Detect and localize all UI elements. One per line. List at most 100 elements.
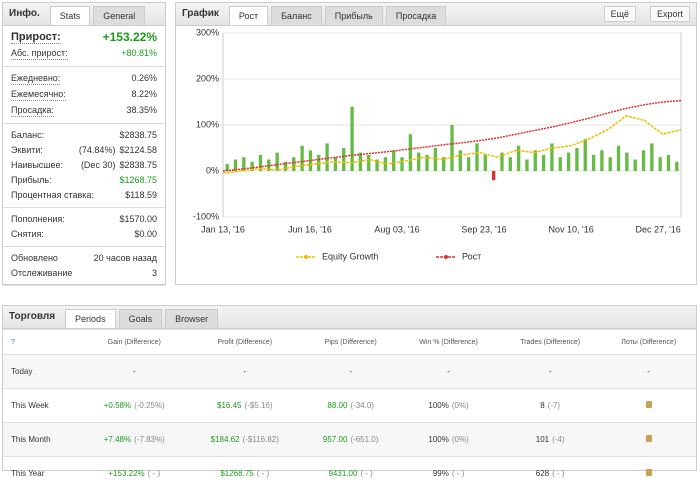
bar	[659, 157, 662, 171]
x-tick-label: Aug 03, '16	[374, 224, 419, 234]
bar	[509, 157, 512, 171]
cell: 88.00(-34.0)	[303, 389, 398, 423]
bar	[417, 153, 420, 171]
cell-value: $16.45	[217, 401, 241, 410]
bar	[492, 171, 495, 180]
cell-diff: (-7.83%)	[134, 435, 165, 444]
bar	[409, 134, 412, 171]
stat-label: Обновлено	[11, 253, 58, 264]
tab[interactable]: Баланс	[271, 6, 322, 25]
bar	[334, 157, 337, 171]
more-button[interactable]: Ещё	[604, 6, 636, 22]
cell-value: 8	[540, 401, 544, 410]
stat-value: 38.35%	[126, 105, 157, 117]
bar	[367, 155, 370, 171]
period: This Month	[3, 423, 82, 457]
help-icon[interactable]: ?	[3, 330, 82, 355]
tab[interactable]: Browser	[165, 309, 218, 328]
cell: -	[602, 355, 697, 389]
bar	[325, 143, 328, 171]
cell	[602, 389, 697, 423]
stat-value: $118.59	[125, 190, 157, 201]
legend-label: Рост	[462, 251, 481, 261]
legend-dot	[304, 255, 308, 259]
bar	[617, 146, 620, 171]
table-body: Today------This Week+0.58%(-0.25%)$16.45…	[3, 355, 696, 490]
stat-number: 38.35%	[126, 105, 157, 115]
cell: -	[499, 355, 602, 389]
stat-value: (Dec 30)$2838.75	[81, 160, 157, 171]
tab[interactable]: Periods	[65, 309, 116, 328]
stat-row: Ежемесячно:8.22%	[3, 87, 165, 103]
bar	[592, 155, 595, 171]
tab[interactable]: Рост	[229, 6, 268, 25]
stat-number: 3	[152, 268, 157, 278]
stat-note: (Dec 30)	[81, 160, 116, 170]
cell: 101(-4)	[499, 423, 602, 457]
y-tick-label: -100%	[193, 211, 219, 221]
cell: +153.22%( - )	[82, 457, 187, 490]
export-button[interactable]: Export	[650, 6, 690, 22]
x-tick-label: Jan 13, '16	[201, 224, 245, 234]
stat-label: Абс. прирост:	[11, 48, 68, 60]
bar	[642, 150, 645, 171]
cell: 99%( - )	[398, 457, 499, 490]
tab[interactable]: General	[93, 6, 145, 25]
cell-diff: (0%)	[452, 401, 469, 410]
table-row: This Year+153.22%( - )$1268.75( - )9431.…	[3, 457, 696, 490]
stat-value: 8.22%	[131, 89, 157, 101]
cell-value: $184.62	[211, 435, 240, 444]
bar	[600, 150, 603, 171]
cell: 957.00(-651.0)	[303, 423, 398, 457]
cell-value: +7.48%	[104, 435, 131, 444]
bar	[475, 143, 478, 171]
stat-row: Просадка:38.35%	[3, 103, 165, 119]
y-tick-label: 0%	[206, 165, 219, 175]
period: This Week	[3, 389, 82, 423]
stat-value: $0.00	[134, 229, 157, 240]
stat-label: Эквити:	[11, 145, 43, 156]
cell: -	[398, 355, 499, 389]
cell: 9431.00( - )	[303, 457, 398, 490]
stat-value: $2838.75	[119, 130, 157, 141]
stat-number: 8.22%	[131, 89, 157, 99]
column-header: Profit (Difference)	[187, 330, 303, 355]
cell-diff: (0%)	[452, 435, 469, 444]
tab[interactable]: Stats	[50, 6, 91, 25]
stat-row: Эквити: (74.84%)$2124.58	[3, 143, 165, 158]
stat-number: 0.26%	[131, 73, 157, 83]
info-title: Инфо.	[9, 8, 40, 19]
stat-row: Снятия:$0.00	[3, 227, 165, 242]
bar	[300, 146, 303, 171]
stat-label: Отслеживание	[11, 268, 72, 279]
cell-diff: ( - )	[452, 469, 464, 478]
bar	[484, 155, 487, 171]
stat-row: Прибыль:$1268.75	[3, 173, 165, 188]
lots-icon[interactable]	[646, 435, 652, 442]
column-header: Trades (Difference)	[499, 330, 602, 355]
tab[interactable]: Просадка	[386, 6, 446, 25]
column-header: Лоты (Difference)	[602, 330, 697, 355]
cell	[602, 457, 697, 490]
x-tick-label: Dec 27, '16	[635, 224, 680, 234]
cell-value: 101	[536, 435, 549, 444]
x-tick-label: Nov 10, '16	[548, 224, 593, 234]
stat-number: +153.22%	[103, 30, 157, 44]
stat-value: +80.81%	[121, 48, 157, 60]
tab[interactable]: Прибыль	[325, 6, 383, 25]
stat-number: $1268.75	[119, 175, 157, 185]
tab[interactable]: Goals	[119, 309, 163, 328]
lots-icon[interactable]	[646, 401, 652, 408]
cell	[602, 423, 697, 457]
period: This Year	[3, 457, 82, 490]
stat-value: (74.84%)$2124.58	[79, 145, 157, 156]
stat-number: $2838.75	[119, 130, 157, 140]
column-header: Win % (Difference)	[398, 330, 499, 355]
cell: 8(-7)	[499, 389, 602, 423]
trade-title: Торговля	[9, 311, 55, 322]
cell: $1268.75( - )	[187, 457, 303, 490]
bar	[650, 143, 653, 171]
